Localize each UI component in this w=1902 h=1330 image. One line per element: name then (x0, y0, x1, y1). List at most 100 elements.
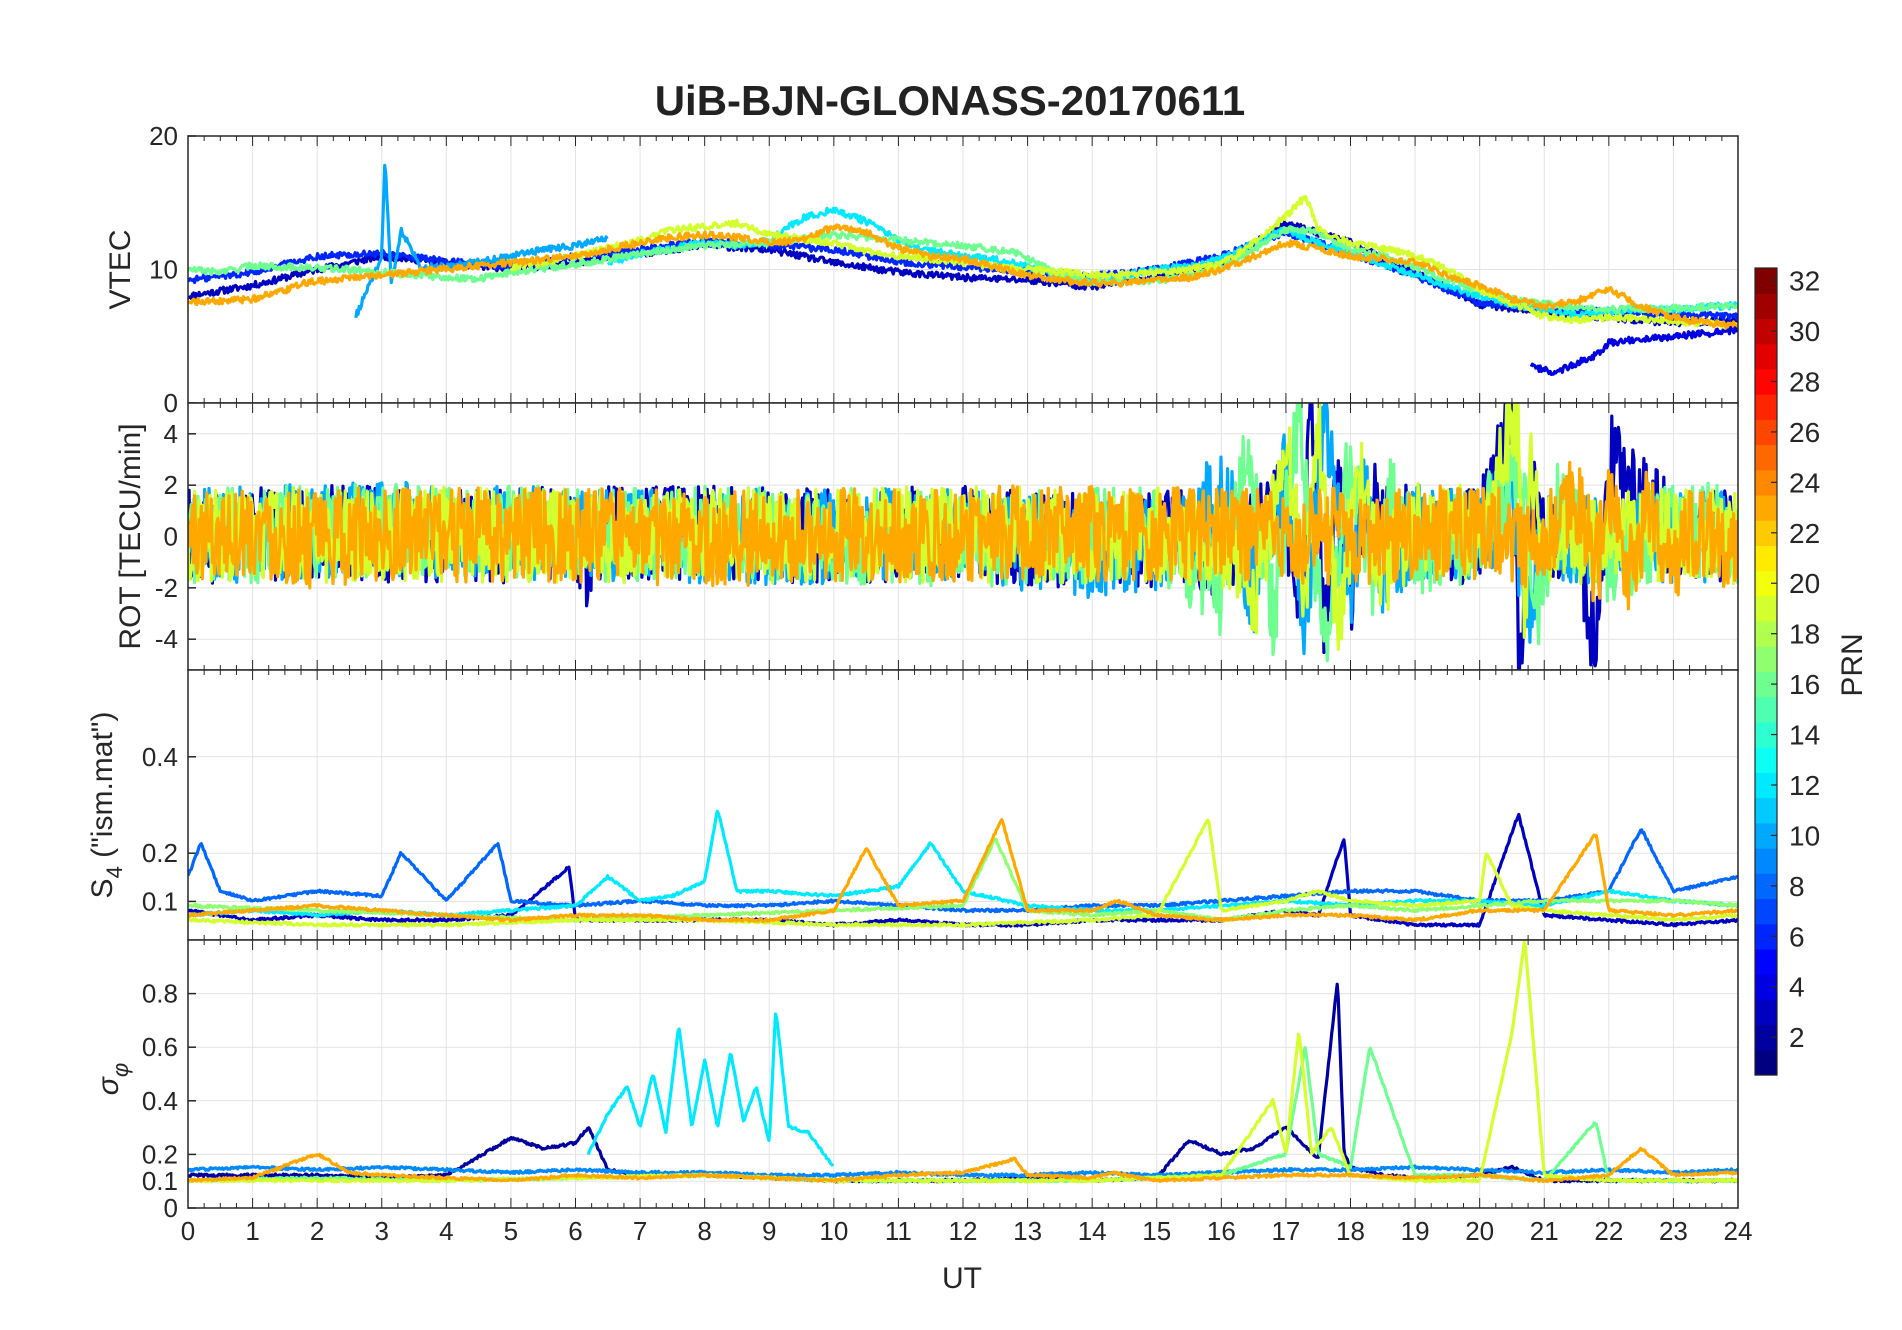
y-tick-label: 0.1 (142, 886, 178, 916)
colorbar-tick-label: 18 (1789, 619, 1820, 650)
y-axis-label-symbol: S (86, 878, 119, 898)
colorbar-swatch (1755, 368, 1777, 395)
y-tick-label: -4 (155, 624, 178, 654)
colorbar-swatch (1755, 394, 1777, 420)
colorbar-swatch (1755, 419, 1777, 446)
colorbar-swatch (1755, 268, 1777, 294)
colorbar-tick-label: 8 (1789, 871, 1805, 902)
x-tick-label: 17 (1271, 1216, 1300, 1246)
colorbar-swatch (1755, 570, 1777, 597)
y-axis-label: S4 ("ism.mat") (86, 712, 127, 899)
series-group (188, 940, 1738, 1184)
x-axis-label: UT (942, 1262, 982, 1295)
colorbar-tick-label: 6 (1789, 921, 1805, 952)
series-line-prn-23 (188, 1146, 1738, 1184)
y-tick-label: 0.2 (142, 838, 178, 868)
x-tick-label: 21 (1530, 1216, 1559, 1246)
colorbar-swatch (1755, 747, 1777, 773)
x-tick-label: 3 (375, 1216, 389, 1246)
x-tick-label: 24 (1724, 1216, 1753, 1246)
y-tick-label: 0 (164, 1193, 178, 1223)
colorbar-tick-label: 16 (1789, 669, 1820, 700)
panel-1: 0 10 20 VTEC (104, 121, 1739, 418)
panel-frame (187, 939, 1739, 1209)
x-tick-label: 18 (1336, 1216, 1365, 1246)
colorbar-swatch (1755, 671, 1777, 698)
colorbar-swatch (1755, 974, 1777, 1000)
x-tick-label: 9 (762, 1216, 776, 1246)
colorbar-swatch (1755, 520, 1777, 547)
y-tick-label: 0 (164, 522, 178, 552)
y-tick-label: 0.4 (142, 742, 178, 772)
colorbar-tick-label: 24 (1789, 467, 1820, 498)
y-tick-label: 0.2 (142, 1139, 178, 1169)
colorbar-swatch (1755, 318, 1777, 345)
colorbar-swatch (1755, 873, 1777, 900)
x-tick-label: 16 (1207, 1216, 1236, 1246)
colorbar-frame (1754, 267, 1778, 1076)
panel-3: 0.1 0.2 0.4 S4 ("ism.mat") (86, 669, 1739, 941)
x-tick-label: 15 (1142, 1216, 1171, 1246)
colorbar-tick-label: 10 (1789, 820, 1820, 851)
series-group (188, 163, 1738, 376)
colorbar-swatch (1755, 1024, 1777, 1051)
colorbar-swatch (1755, 646, 1777, 673)
x-tick-label: 8 (697, 1216, 711, 1246)
x-tick-label: 5 (504, 1216, 518, 1246)
series-group (188, 403, 1738, 670)
colorbar-swatch (1755, 545, 1777, 572)
y-tick-label: 0.4 (142, 1086, 178, 1116)
x-tick-label: 13 (1013, 1216, 1042, 1246)
y-tick-label: 0.1 (142, 1166, 178, 1196)
colorbar-swatch (1755, 721, 1777, 748)
colorbar-tick-label: 26 (1789, 417, 1820, 448)
colorbar-tick-label: 2 (1789, 1022, 1805, 1053)
panel-2: -4 -2 0 2 4 ROT [TECU/min] (114, 402, 1739, 671)
chart-title: UiB-BJN-GLONASS-20170611 (655, 77, 1246, 124)
y-tick-label: 2 (164, 470, 178, 500)
colorbar-swatch (1755, 772, 1777, 799)
series-line-prn-4 (1529, 326, 1738, 376)
series-line-prn-23 (188, 818, 1738, 923)
series-line-prn-23 (188, 223, 1738, 331)
colorbar-swatch (1755, 696, 1777, 723)
colorbar-swatch (1755, 621, 1777, 647)
x-tick-label: 23 (1659, 1216, 1688, 1246)
y-tick-label: 4 (164, 419, 178, 449)
y-tick-label: 10 (149, 255, 178, 285)
colorbar-swatch (1755, 822, 1777, 849)
y-tick-label: 0.8 (142, 979, 178, 1009)
colorbar-swatch (1755, 898, 1777, 925)
series-line-prn-12 (586, 1012, 835, 1168)
colorbar-swatch (1755, 797, 1777, 824)
x-axis-ticks: 0 1 2 3 4 5 6 7 8 9 10 11 12 13 14 15 16 17 18 19 20 21 22 23 24 (181, 1216, 1753, 1246)
x-tick-label: 2 (310, 1216, 324, 1246)
y-axis-label: σφ (92, 1063, 133, 1095)
x-tick-label: 11 (885, 1216, 912, 1246)
x-tick-label: 22 (1594, 1216, 1623, 1246)
colorbar-swatch (1755, 999, 1777, 1026)
series-line-prn-23 (188, 460, 1738, 611)
colorbar-swatch (1755, 293, 1777, 320)
colorbar-swatch (1755, 848, 1777, 874)
y-tick-label: -2 (155, 573, 178, 603)
series-line-prn-12 (606, 206, 1738, 320)
x-tick-label: 0 (181, 1216, 195, 1246)
colorbar-swatch (1755, 444, 1777, 471)
y-axis-label-rest: ("ism.mat") (86, 712, 119, 867)
colorbar-swatch (1755, 923, 1777, 950)
y-axis-label-symbol: σ (92, 1075, 125, 1095)
x-tick-label: 19 (1401, 1216, 1430, 1246)
colorbar-swatch (1755, 494, 1777, 521)
colorbar-tick-label: 28 (1789, 366, 1820, 397)
colorbar-swatch (1755, 469, 1777, 496)
y-tick-label: 20 (149, 121, 178, 151)
colorbar-swatch (1755, 1049, 1777, 1076)
y-axis-label: VTEC (104, 229, 137, 309)
y-axis-label: ROT [TECU/min] (114, 423, 147, 649)
x-tick-label: 6 (568, 1216, 582, 1246)
panel-4: 00.10.2 0.4 0.6 0.8 σφ (92, 939, 1739, 1223)
